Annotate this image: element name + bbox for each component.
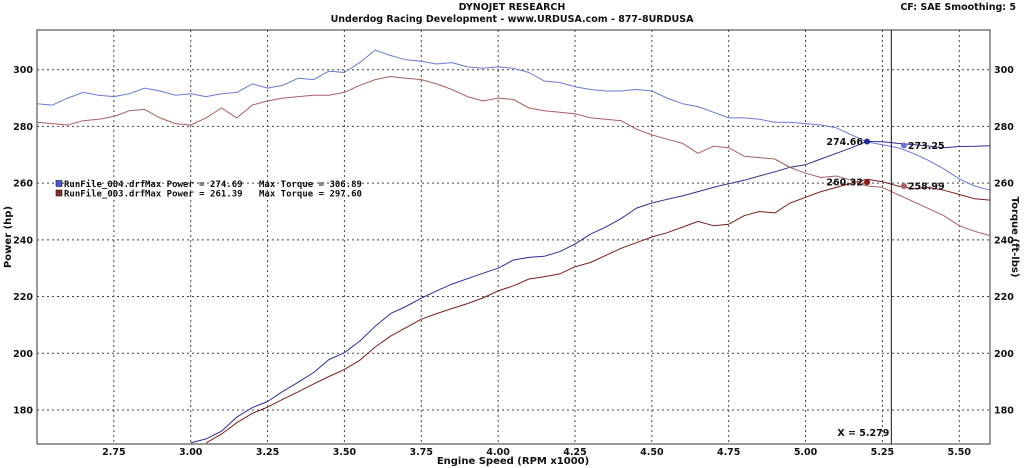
y-tick-label: 280 (13, 122, 33, 133)
legend-max-torque: Max Torque = 297.60 (259, 190, 362, 200)
x-tick-label: 3.50 (333, 447, 357, 458)
series-line-torque (36, 76, 991, 237)
series-line-power (205, 178, 991, 444)
legend-file: RunFile_003.drf (64, 189, 145, 200)
y2-tick-label: 300 (994, 65, 1014, 76)
x-tick-label: 5.50 (948, 447, 972, 458)
series-line-power (190, 140, 991, 444)
marker-point (864, 138, 871, 145)
x-tick-label: 4.75 (717, 447, 740, 458)
cursor-group: X = 5.279 (837, 30, 892, 444)
marker-label: 273.25 (908, 141, 945, 152)
y-axis-label: Power (hp) (3, 206, 14, 268)
x-tick-label: 4.25 (563, 447, 586, 458)
y-tick-label: 300 (13, 65, 33, 76)
y2-tick-label: 260 (994, 179, 1014, 190)
marker-label: 258.99 (908, 181, 945, 192)
y-tick-label: 180 (13, 405, 33, 416)
x-tick-label: 4.00 (486, 447, 510, 458)
chart-subtitle: Underdog Racing Development - www.URDUSA… (330, 14, 694, 25)
y-tick-label: 200 (13, 349, 33, 360)
series-lines (36, 49, 991, 444)
tick-labels: 2.75 3.00 3.25 3.50 3.75 4.00 4.25 4.50 4.75 5.00… (13, 65, 1014, 458)
y2-tick-label: 220 (994, 292, 1014, 303)
y-tick-label: 220 (13, 292, 33, 303)
x-tick-label: 4.50 (640, 447, 664, 458)
marker-point (900, 182, 907, 189)
legend: RunFile_004.drf Max Power = 274.69 Max Tor… (55, 179, 362, 200)
markers: 274.66 273.25 260.32 258.99 (826, 137, 944, 192)
y2-axis-label: Torque (ft-lbs) (1009, 197, 1020, 278)
x-tick-label: 5.00 (794, 447, 818, 458)
grid (37, 30, 990, 444)
legend-max-power: Max Power = 274.69 (145, 180, 243, 190)
y2-tick-label: 200 (994, 349, 1014, 360)
marker-label: 274.66 (826, 137, 863, 148)
legend-swatch (55, 180, 63, 187)
legend-max-torque: Max Torque = 306.89 (259, 180, 362, 190)
settings-label: CF: SAE Smoothing: 5 (900, 2, 1016, 13)
legend-file: RunFile_004.drf (64, 179, 145, 190)
y-tick-label: 260 (13, 179, 33, 190)
series-line-torque (36, 49, 991, 191)
legend-max-power: Max Power = 261.39 (145, 190, 243, 200)
legend-swatch (55, 189, 63, 197)
x-tick-label: 5.25 (871, 447, 894, 458)
cursor-label: X = 5.279 (837, 428, 889, 439)
marker-point (864, 179, 871, 186)
marker-point (900, 142, 907, 149)
x-tick-label: 3.00 (179, 447, 203, 458)
x-axis-label: Engine Speed (RPM x1000) (437, 456, 589, 467)
chart-title: DYNOJET RESEARCH (458, 2, 566, 13)
y2-tick-label: 240 (994, 235, 1014, 246)
marker-label: 260.32 (826, 178, 863, 189)
y2-tick-label: 280 (994, 122, 1014, 133)
y-tick-label: 240 (13, 235, 33, 246)
x-tick-label: 3.75 (410, 447, 433, 458)
plot-area (36, 29, 991, 445)
x-tick-label: 2.75 (102, 447, 125, 458)
y2-tick-label: 180 (994, 405, 1014, 416)
x-tick-label: 3.25 (256, 447, 279, 458)
